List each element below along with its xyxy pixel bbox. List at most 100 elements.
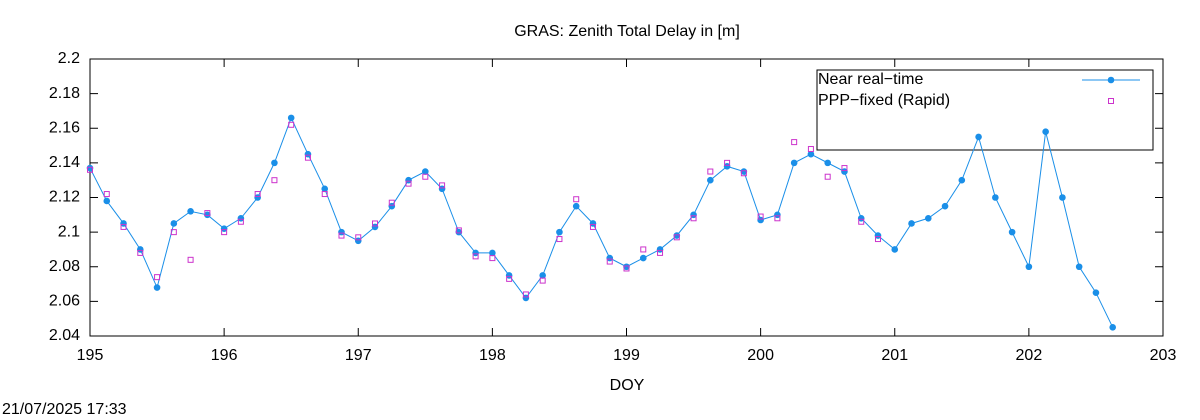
point <box>774 215 781 222</box>
point <box>908 220 915 227</box>
point <box>673 234 680 241</box>
point <box>606 254 614 262</box>
y-tick-label: 2.2 <box>58 50 80 67</box>
point <box>690 211 697 219</box>
point <box>841 168 848 175</box>
point <box>422 168 429 175</box>
point <box>640 246 647 253</box>
point <box>1008 228 1016 236</box>
point <box>874 232 882 239</box>
point <box>539 277 546 284</box>
point <box>824 173 831 180</box>
point <box>304 154 311 161</box>
point <box>137 249 144 256</box>
point <box>539 272 546 279</box>
point <box>103 197 111 205</box>
point <box>707 176 714 184</box>
x-tick-label: 201 <box>881 347 908 364</box>
point <box>656 246 664 253</box>
point <box>589 220 597 227</box>
legend-label: Near real−time <box>818 71 923 88</box>
point <box>288 121 295 128</box>
point <box>1042 128 1049 136</box>
point <box>154 274 161 281</box>
point <box>187 208 194 215</box>
x-tick-label: 202 <box>1016 347 1043 364</box>
point <box>857 214 865 222</box>
point <box>371 223 379 231</box>
x-tick-label: 198 <box>479 347 506 364</box>
legend-marker <box>1108 98 1114 104</box>
point <box>1092 289 1100 297</box>
point <box>388 202 396 210</box>
legend-marker <box>1107 76 1115 84</box>
y-tick-label: 2.18 <box>49 85 80 102</box>
point <box>1025 263 1033 271</box>
point <box>287 114 295 122</box>
point <box>355 234 362 241</box>
point <box>237 214 245 222</box>
point <box>1075 263 1083 271</box>
point <box>824 159 831 167</box>
point <box>673 232 681 239</box>
point <box>354 237 362 245</box>
x-tick-label: 200 <box>747 347 774 364</box>
point <box>791 139 798 146</box>
x-tick-label: 196 <box>211 347 238 364</box>
point <box>573 196 580 203</box>
point <box>338 232 345 239</box>
point <box>556 228 563 236</box>
point <box>724 159 731 166</box>
point <box>388 199 395 206</box>
point <box>740 168 748 175</box>
y-tick-label: 2.06 <box>49 293 80 310</box>
point <box>438 185 446 193</box>
point <box>958 176 966 184</box>
point <box>271 159 278 167</box>
point <box>556 236 563 243</box>
point <box>774 211 781 219</box>
point <box>707 168 714 175</box>
point <box>237 218 244 225</box>
point <box>489 255 496 262</box>
point <box>120 220 127 227</box>
point <box>723 163 731 170</box>
x-tick-label: 199 <box>613 347 640 364</box>
point <box>489 249 496 257</box>
point <box>271 177 278 184</box>
point <box>740 170 747 177</box>
point <box>187 256 194 263</box>
timestamp: 21/07/2025 17:33 <box>2 401 127 418</box>
point <box>623 263 630 271</box>
point <box>455 227 462 234</box>
point <box>858 218 865 225</box>
x-axis-label: DOY <box>610 377 645 394</box>
point <box>757 213 764 220</box>
point <box>204 210 211 217</box>
point <box>321 185 329 193</box>
point <box>790 159 798 167</box>
point <box>120 223 127 230</box>
point <box>891 246 899 253</box>
x-tick-label: 197 <box>345 347 372 364</box>
point <box>254 194 261 201</box>
point <box>623 265 630 272</box>
point <box>405 176 412 184</box>
point <box>153 284 161 291</box>
point <box>522 291 529 298</box>
y-tick-label: 2.14 <box>49 154 80 171</box>
point <box>170 220 178 227</box>
point <box>941 202 949 210</box>
point <box>606 258 613 265</box>
point <box>321 191 328 198</box>
point <box>136 246 144 253</box>
y-tick-label: 2.16 <box>49 119 80 136</box>
point <box>841 165 848 172</box>
point <box>170 229 177 236</box>
y-tick-label: 2.12 <box>49 189 80 206</box>
point <box>254 191 261 198</box>
point <box>405 180 412 187</box>
legend-box <box>816 69 1154 151</box>
point <box>572 202 580 210</box>
